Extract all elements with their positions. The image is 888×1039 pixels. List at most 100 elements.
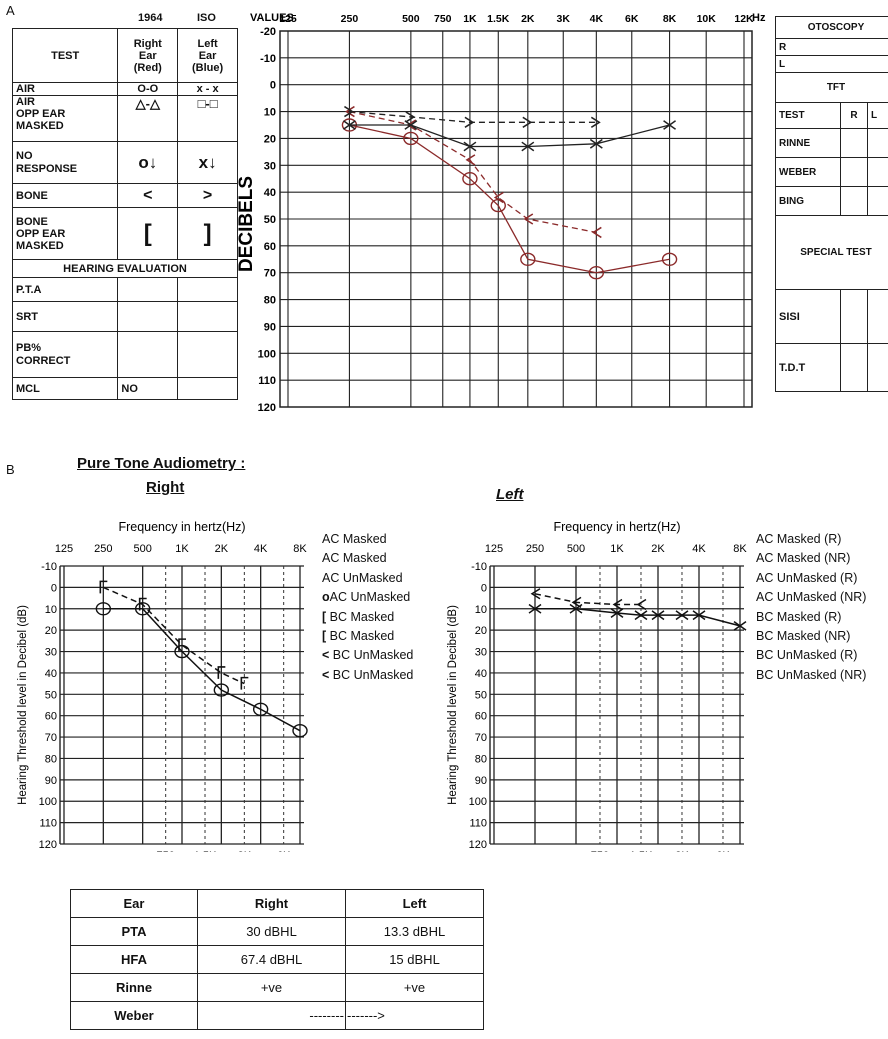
a-xtick-750: 750	[434, 13, 452, 25]
b-right-xtick-top-4K: 4K	[254, 543, 268, 555]
a-series-line-0	[349, 124, 670, 274]
symbol-key-table: TEST Right Ear (Red) Left Ear (Blue) AIR O-O…	[11, 28, 238, 400]
a-point-1-1K	[465, 154, 476, 166]
summary-hfa-right: 67.4 dBHL	[197, 945, 346, 974]
b-left-ytick-60: 60	[475, 711, 487, 723]
row-air-opp-label: AIR OPP EAR MASKED	[11, 95, 119, 142]
a-series-line-2	[349, 124, 670, 148]
a-xtick-10K: 10K	[697, 13, 717, 25]
a-xtick-8K: 8K	[663, 13, 677, 25]
b-right-ytick-0: 0	[51, 582, 57, 594]
otoscopy-row-l: L	[775, 55, 888, 73]
summary-weber-label: Weber	[70, 1001, 198, 1030]
a-point-0-2K	[520, 252, 536, 266]
b-right-ytick-90: 90	[45, 775, 57, 787]
b-left-ytick-120: 120	[469, 839, 487, 851]
b-right-xtick-top-250: 250	[94, 543, 112, 555]
row-no-response-label: NO RESPONSE	[11, 141, 119, 184]
eval-pb-left	[177, 331, 238, 378]
otoscopy-title: OTOSCOPY	[775, 16, 888, 39]
a-ytick-60: 60	[264, 241, 276, 253]
right-chart-title: Right	[146, 479, 185, 496]
decibels-axis-label: DECIBELS	[236, 176, 257, 272]
b-left-xtick-bottom-6K: 6K	[716, 850, 730, 852]
test-r-header: R	[840, 102, 868, 129]
a-ytick--10: -10	[260, 53, 276, 65]
a-point-0-1K	[462, 172, 478, 186]
b-left-series-line-0	[535, 608, 741, 627]
a-series-line-1	[349, 110, 597, 234]
right-legend-item-7: < BC UnMasked	[322, 648, 414, 663]
values-label: VALUES	[250, 12, 294, 24]
a-ytick-80: 80	[264, 295, 276, 307]
special-tdt: T.D.T	[775, 343, 841, 392]
eval-mcl-left	[177, 377, 238, 400]
special-test-title: SPECIAL TEST	[775, 215, 888, 290]
b-left-ytick-90: 90	[475, 775, 487, 787]
b-left-point-1-250	[530, 588, 541, 600]
summary-table: Ear Right Left PTA 30 dBHL 13.3 dBHL HFA…	[70, 889, 484, 1030]
b-left-ytick-30: 30	[475, 647, 487, 659]
a-series-line-3	[349, 110, 597, 123]
b-right-ytick-20: 20	[45, 625, 57, 637]
a-point-3-4K	[590, 116, 601, 128]
row-bone-label: BONE	[11, 183, 119, 208]
a-ytick-20: 20	[264, 133, 276, 145]
summary-pta-right: 30 dBHL	[197, 917, 346, 946]
row-air-label: AIR	[11, 82, 119, 96]
b-left-xtick-top-2K: 2K	[651, 543, 665, 555]
summary-pta-left: 13.3 dBHL	[345, 917, 484, 946]
a-ytick-110: 110	[258, 375, 276, 387]
b-left-xtick-top-4K: 4K	[692, 543, 706, 555]
audiogram-a-chart: VALUES Hz. DECIBELS 1252505007501K1.5K2K…	[236, 12, 766, 412]
a-point-3-250	[344, 105, 354, 118]
b-right-xtick-top-500: 500	[133, 543, 151, 555]
a-point-2-250	[342, 120, 356, 130]
b-right-xtick-bottom-750: 750	[156, 850, 174, 852]
row-bone-opp-label: BONE OPP EAR MASKED	[11, 207, 119, 260]
a-ytick-90: 90	[264, 321, 276, 333]
a-point-2-8K	[663, 120, 677, 130]
b-right-point-1-250	[99, 580, 108, 594]
eval-srt-right	[117, 301, 179, 332]
b-right-point-1-2K	[217, 666, 226, 679]
b-right-xtick-top-2K: 2K	[215, 543, 229, 555]
b-right-ytick-70: 70	[45, 732, 57, 744]
test-l-header: L	[867, 102, 888, 129]
eval-srt-label: SRT	[11, 301, 119, 332]
b-left-xtick-top-1K: 1K	[610, 543, 624, 555]
eval-mcl-right: NO	[117, 377, 179, 400]
a-xtick-1K: 1K	[463, 13, 477, 25]
left-legend-item-2: AC Masked (NR)	[756, 551, 851, 566]
b-right-point-0-250	[95, 602, 112, 616]
b-right-point-0-500	[134, 602, 151, 616]
hearing-evaluation-title: HEARING EVALUATION	[12, 259, 238, 278]
b-right-ytick-10: 10	[45, 604, 57, 616]
b-right-ytick-50: 50	[45, 689, 57, 701]
b-right-series-line-0	[103, 608, 301, 732]
b-left-point-1-500	[571, 596, 582, 608]
a-ytick-50: 50	[264, 214, 276, 226]
eval-pb-label: PB% CORRECT	[11, 331, 119, 378]
row-bone-right: <	[117, 183, 179, 208]
row-bone-left: >	[177, 183, 238, 208]
header-iso: ISO	[197, 12, 216, 24]
row-no-response-right: o↓	[117, 141, 179, 184]
a-xtick-125: 125	[279, 13, 297, 25]
b-left-point-0-2K	[651, 610, 665, 621]
summary-hfa-left: 15 dBHL	[345, 945, 484, 974]
b-left-xtick-bottom-1.5K: 1.5K	[630, 850, 653, 852]
b-left-point-0-4K	[692, 610, 706, 621]
b-left-point-1-1K	[612, 598, 623, 611]
b-right-ytick--10: -10	[41, 561, 57, 573]
b-right-xtick-top-125: 125	[55, 543, 73, 555]
b-right-ytick-110: 110	[39, 818, 57, 830]
a-point-3-1K	[464, 116, 475, 128]
row-air-right: O-O	[117, 82, 179, 96]
row-bone-opp-left: ]	[177, 207, 238, 260]
row-air-opp-left: □-□	[177, 95, 238, 142]
b-left-series-line-1	[534, 593, 641, 606]
row-bone-opp-right: [	[117, 207, 179, 260]
b-left-yaxis-title: Hearing Threshold level in Decibel (dB)	[447, 605, 459, 805]
b-right-ytick-80: 80	[45, 753, 57, 765]
